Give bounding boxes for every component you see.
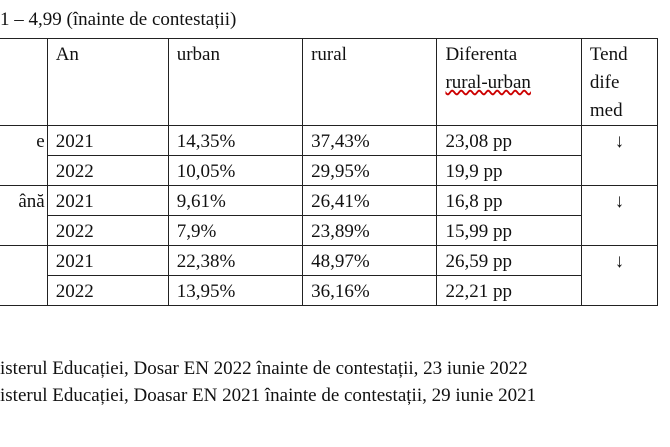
table-row: 2022 13,95% 36,16% 22,21 pp	[0, 275, 658, 306]
table-cell: 26,59 pp	[436, 245, 582, 276]
table-cell: 2022	[46, 155, 169, 186]
header-text: rural-urban	[445, 72, 531, 93]
table-cell: 22,21 pp	[436, 275, 582, 306]
data-table: An urban rural Diferenta rural-urban Tend dife…	[0, 38, 659, 306]
table-caption: 1 – 4,99 (înainte de contestații)	[0, 9, 237, 30]
table-row: ână 2021 9,61% 26,41% 16,8 pp ↓	[0, 185, 659, 246]
table-cell: 10,05%	[167, 155, 304, 186]
table-row: 2021 22,38% 48,97% 26,59 pp ↓	[0, 245, 659, 306]
footnote: isterul Educației, Dosar EN 2022 înainte…	[0, 358, 528, 379]
header-text: rural	[311, 44, 347, 65]
table-cell: 9,61%	[167, 185, 304, 216]
row-label: ână	[0, 185, 48, 246]
table-cell: 2021	[46, 245, 169, 276]
header-cell: Diferenta rural-urban	[436, 38, 582, 126]
trend-cell: ↓	[580, 125, 659, 186]
header-text: dife	[589, 72, 620, 93]
table-cell: 7,9%	[167, 215, 304, 246]
table-cell: 23,89%	[302, 215, 438, 246]
table-cell: 15,99 pp	[436, 215, 582, 246]
header-cell: rural	[302, 38, 438, 126]
table-cell: 14,35%	[167, 125, 304, 156]
table-cell: 2022	[46, 215, 169, 246]
trend-cell: ↓	[580, 245, 659, 306]
header-text: Diferenta	[445, 44, 518, 65]
header-text: An	[55, 44, 79, 65]
header-cell: urban	[167, 38, 304, 126]
header-cell: An	[46, 38, 169, 126]
row-label	[0, 245, 48, 306]
table-row: e 2021 14,35% 37,43% 23,08 pp ↓	[0, 125, 659, 186]
header-row: An urban rural Diferenta rural-urban Tend dife…	[0, 38, 659, 126]
table-cell: 13,95%	[167, 275, 304, 306]
trend-cell: ↓	[580, 185, 659, 246]
table-cell: 2021	[46, 125, 169, 156]
table-cell: 29,95%	[302, 155, 438, 186]
header-text: med	[589, 100, 623, 121]
header-cell	[0, 38, 48, 126]
table-cell: 23,08 pp	[436, 125, 582, 156]
table-row: 2022 10,05% 29,95% 19,9 pp	[0, 155, 658, 186]
table-cell: 16,8 pp	[436, 185, 582, 216]
table-cell: 36,16%	[302, 275, 438, 306]
footnote: isterul Educației, Doasar EN 2021 înaint…	[0, 385, 537, 406]
table-cell: 26,41%	[302, 185, 438, 216]
table-cell: 48,97%	[302, 245, 438, 276]
table-cell: 37,43%	[302, 125, 438, 156]
table-row: 2022 7,9% 23,89% 15,99 pp	[0, 215, 658, 246]
header-cell: Tend dife med	[580, 38, 659, 126]
header-text: urban	[176, 44, 220, 65]
header-text: Tend	[589, 44, 628, 65]
table-cell: 19,9 pp	[436, 155, 582, 186]
table-cell: 22,38%	[167, 245, 304, 276]
table-cell: 2022	[46, 275, 169, 306]
row-label: e	[0, 125, 48, 186]
table-cell: 2021	[46, 185, 169, 216]
